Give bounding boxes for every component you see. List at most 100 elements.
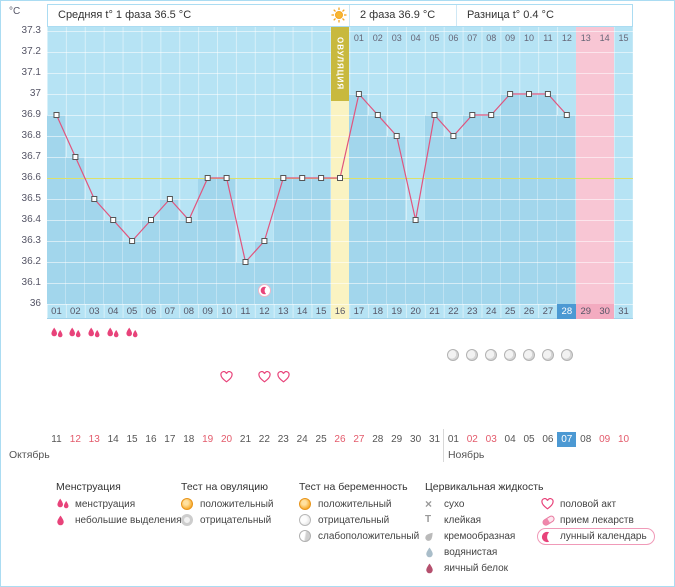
temp-point [488, 112, 495, 118]
cycle-day-cell[interactable]: 02 [70, 306, 81, 317]
cycle-day-cell[interactable]: 23 [467, 306, 478, 317]
dpo-label: 06 [448, 33, 459, 43]
cycle-day-cell[interactable]: 18 [372, 306, 384, 317]
cycle-day-cell[interactable]: 11 [240, 306, 251, 317]
date-cell[interactable]: 06 [542, 434, 554, 445]
cycle-day-cell[interactable]: 14 [296, 306, 308, 317]
cycle-day-cell[interactable]: 28 [557, 304, 577, 319]
date-cell[interactable]: 21 [239, 434, 252, 445]
cycle-day-cell[interactable]: 04 [107, 306, 119, 317]
cycle-day-cell[interactable]: 27 [542, 306, 554, 317]
menstruation-icon [106, 327, 120, 340]
cycle-day-cell[interactable]: 13 [277, 306, 289, 317]
temp-point [185, 217, 192, 223]
temp-bar [84, 199, 104, 304]
date-cell[interactable]: 15 [126, 434, 138, 445]
temp-point [148, 217, 154, 223]
date-cell[interactable]: 29 [391, 434, 403, 445]
cycle-day-cell[interactable]: 10 [221, 306, 232, 317]
header-diff: Разница t° 0.4 °C [467, 9, 554, 21]
gridline [47, 304, 633, 305]
gridline [47, 136, 633, 137]
date-cell[interactable]: 27 [353, 434, 365, 445]
cycle-day-cell[interactable]: 20 [410, 306, 421, 317]
cycle-day-cell[interactable]: 30 [595, 304, 615, 319]
legend-item: × сухо [425, 496, 544, 512]
date-cell[interactable]: 30 [410, 434, 422, 445]
legend-item: яичный белок [425, 560, 544, 576]
menstruation-icon [68, 327, 82, 340]
cycle-day-cell[interactable]: 08 [183, 306, 195, 317]
cycle-day-cell[interactable]: 15 [315, 306, 327, 317]
date-cell[interactable]: 14 [107, 434, 119, 445]
cycle-day-cell[interactable]: 24 [485, 306, 497, 317]
date-cell[interactable]: 13 [88, 434, 100, 445]
cycle-day-cell[interactable]: 25 [504, 306, 516, 317]
date-cell[interactable]: 04 [504, 434, 516, 445]
cycle-day-cell[interactable]: 26 [523, 306, 535, 317]
legend-item-label: сухо [444, 498, 465, 510]
cycle-day-cell[interactable]: 05 [126, 306, 138, 317]
date-cell[interactable]: 02 [466, 434, 478, 445]
temp-line-layer [53, 91, 570, 265]
date-cell[interactable]: 05 [523, 434, 535, 445]
date-cell[interactable]: 08 [580, 434, 592, 445]
cycle-day-cell[interactable]: 19 [391, 306, 402, 317]
date-cell[interactable]: 24 [296, 434, 308, 445]
pregnancy-test-negative-icon [541, 349, 554, 361]
cycle-day-cell[interactable]: 29 [576, 304, 596, 319]
test-positive-icon [299, 498, 316, 510]
date-cell[interactable]: 28 [372, 434, 384, 445]
date-cell[interactable]: 03 [485, 434, 497, 445]
dpo-label: 15 [618, 33, 629, 43]
menstruation-icon [50, 327, 64, 340]
temp-point [337, 175, 343, 181]
legend-group-title: Тест на беременность [299, 481, 408, 493]
cycle-day-cell[interactable]: 22 [448, 306, 459, 317]
creamy-icon [425, 531, 442, 542]
temp-bar [47, 115, 66, 304]
date-cell[interactable]: 12 [69, 434, 81, 445]
date-cell[interactable]: 20 [221, 434, 233, 445]
date-cell[interactable]: 07 [557, 432, 577, 447]
temp-point [261, 238, 268, 244]
date-cell[interactable]: 25 [315, 434, 327, 445]
temp-point [129, 238, 136, 244]
date-cell[interactable]: 01 [447, 434, 459, 445]
cycle-day-cell[interactable]: 01 [51, 306, 62, 317]
date-cell[interactable]: 16 [145, 434, 157, 445]
y-tick: 36.7 [21, 151, 41, 162]
cycle-day-cell[interactable]: 09 [202, 306, 213, 317]
month-divider [443, 429, 445, 462]
cycle-day-cell[interactable]: 21 [429, 306, 440, 317]
cycle-day-cell[interactable]: 12 [259, 306, 270, 317]
cycle-day-cell[interactable]: 03 [88, 306, 100, 317]
legend: Менструация менструация небольшие выделени… [1, 479, 674, 579]
lunar-calendar-icon [257, 284, 271, 297]
cycle-day-cell[interactable]: 31 [618, 306, 629, 317]
y-tick: 36.9 [21, 109, 41, 120]
legend-item: водянистая [425, 544, 544, 560]
date-cell[interactable]: 22 [258, 434, 270, 445]
temp-bar [481, 115, 501, 304]
cycle-day-cell[interactable]: 07 [164, 306, 176, 317]
date-cell[interactable]: 26 [334, 434, 346, 445]
cycle-day-cell[interactable]: 06 [145, 306, 157, 317]
cycle-day-cell[interactable]: 17 [353, 306, 365, 317]
date-cell[interactable]: 19 [202, 434, 214, 445]
date-cell[interactable]: 23 [277, 434, 289, 445]
dpo-label: 13 [580, 33, 591, 43]
date-cell[interactable]: 17 [164, 434, 176, 445]
date-cell[interactable]: 11 [51, 434, 62, 445]
y-tick: 36.4 [21, 214, 41, 225]
date-cell[interactable]: 31 [428, 434, 441, 445]
cycle-day-cell[interactable]: 16 [334, 306, 346, 317]
dpo-label: 02 [372, 33, 383, 43]
date-cell[interactable]: 18 [183, 434, 195, 445]
date-cell[interactable]: 10 [617, 434, 630, 445]
date-cell[interactable]: 09 [599, 434, 611, 445]
y-tick: 36 [29, 298, 41, 309]
temp-point [53, 112, 60, 118]
y-tick: 36.8 [21, 130, 41, 141]
